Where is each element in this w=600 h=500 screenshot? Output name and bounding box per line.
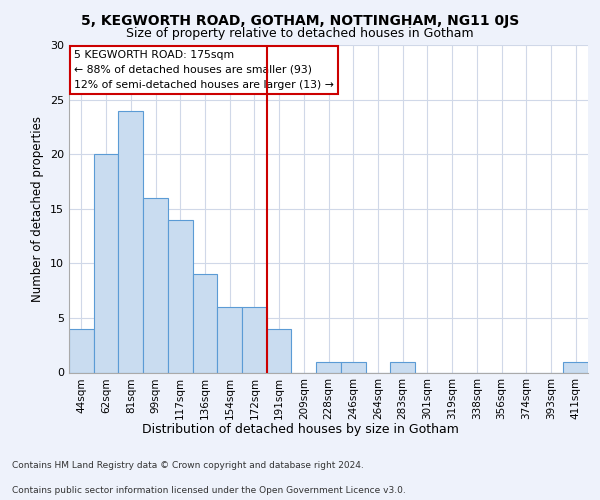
Bar bbox=[242, 307, 267, 372]
Bar bbox=[143, 198, 168, 372]
Y-axis label: Number of detached properties: Number of detached properties bbox=[31, 116, 44, 302]
Bar bbox=[118, 110, 143, 372]
Bar bbox=[168, 220, 193, 372]
Text: Distribution of detached houses by size in Gotham: Distribution of detached houses by size … bbox=[142, 422, 458, 436]
Text: 5, KEGWORTH ROAD, GOTHAM, NOTTINGHAM, NG11 0JS: 5, KEGWORTH ROAD, GOTHAM, NOTTINGHAM, NG… bbox=[81, 14, 519, 28]
Bar bbox=[267, 329, 292, 372]
Bar bbox=[341, 362, 365, 372]
Bar bbox=[217, 307, 242, 372]
Text: Size of property relative to detached houses in Gotham: Size of property relative to detached ho… bbox=[126, 28, 474, 40]
Bar bbox=[193, 274, 217, 372]
Text: 5 KEGWORTH ROAD: 175sqm
← 88% of detached houses are smaller (93)
12% of semi-de: 5 KEGWORTH ROAD: 175sqm ← 88% of detache… bbox=[74, 50, 334, 90]
Bar bbox=[316, 362, 341, 372]
Text: Contains public sector information licensed under the Open Government Licence v3: Contains public sector information licen… bbox=[12, 486, 406, 495]
Bar bbox=[563, 362, 588, 372]
Bar bbox=[94, 154, 118, 372]
Bar bbox=[390, 362, 415, 372]
Text: Contains HM Land Registry data © Crown copyright and database right 2024.: Contains HM Land Registry data © Crown c… bbox=[12, 461, 364, 470]
Bar bbox=[69, 329, 94, 372]
